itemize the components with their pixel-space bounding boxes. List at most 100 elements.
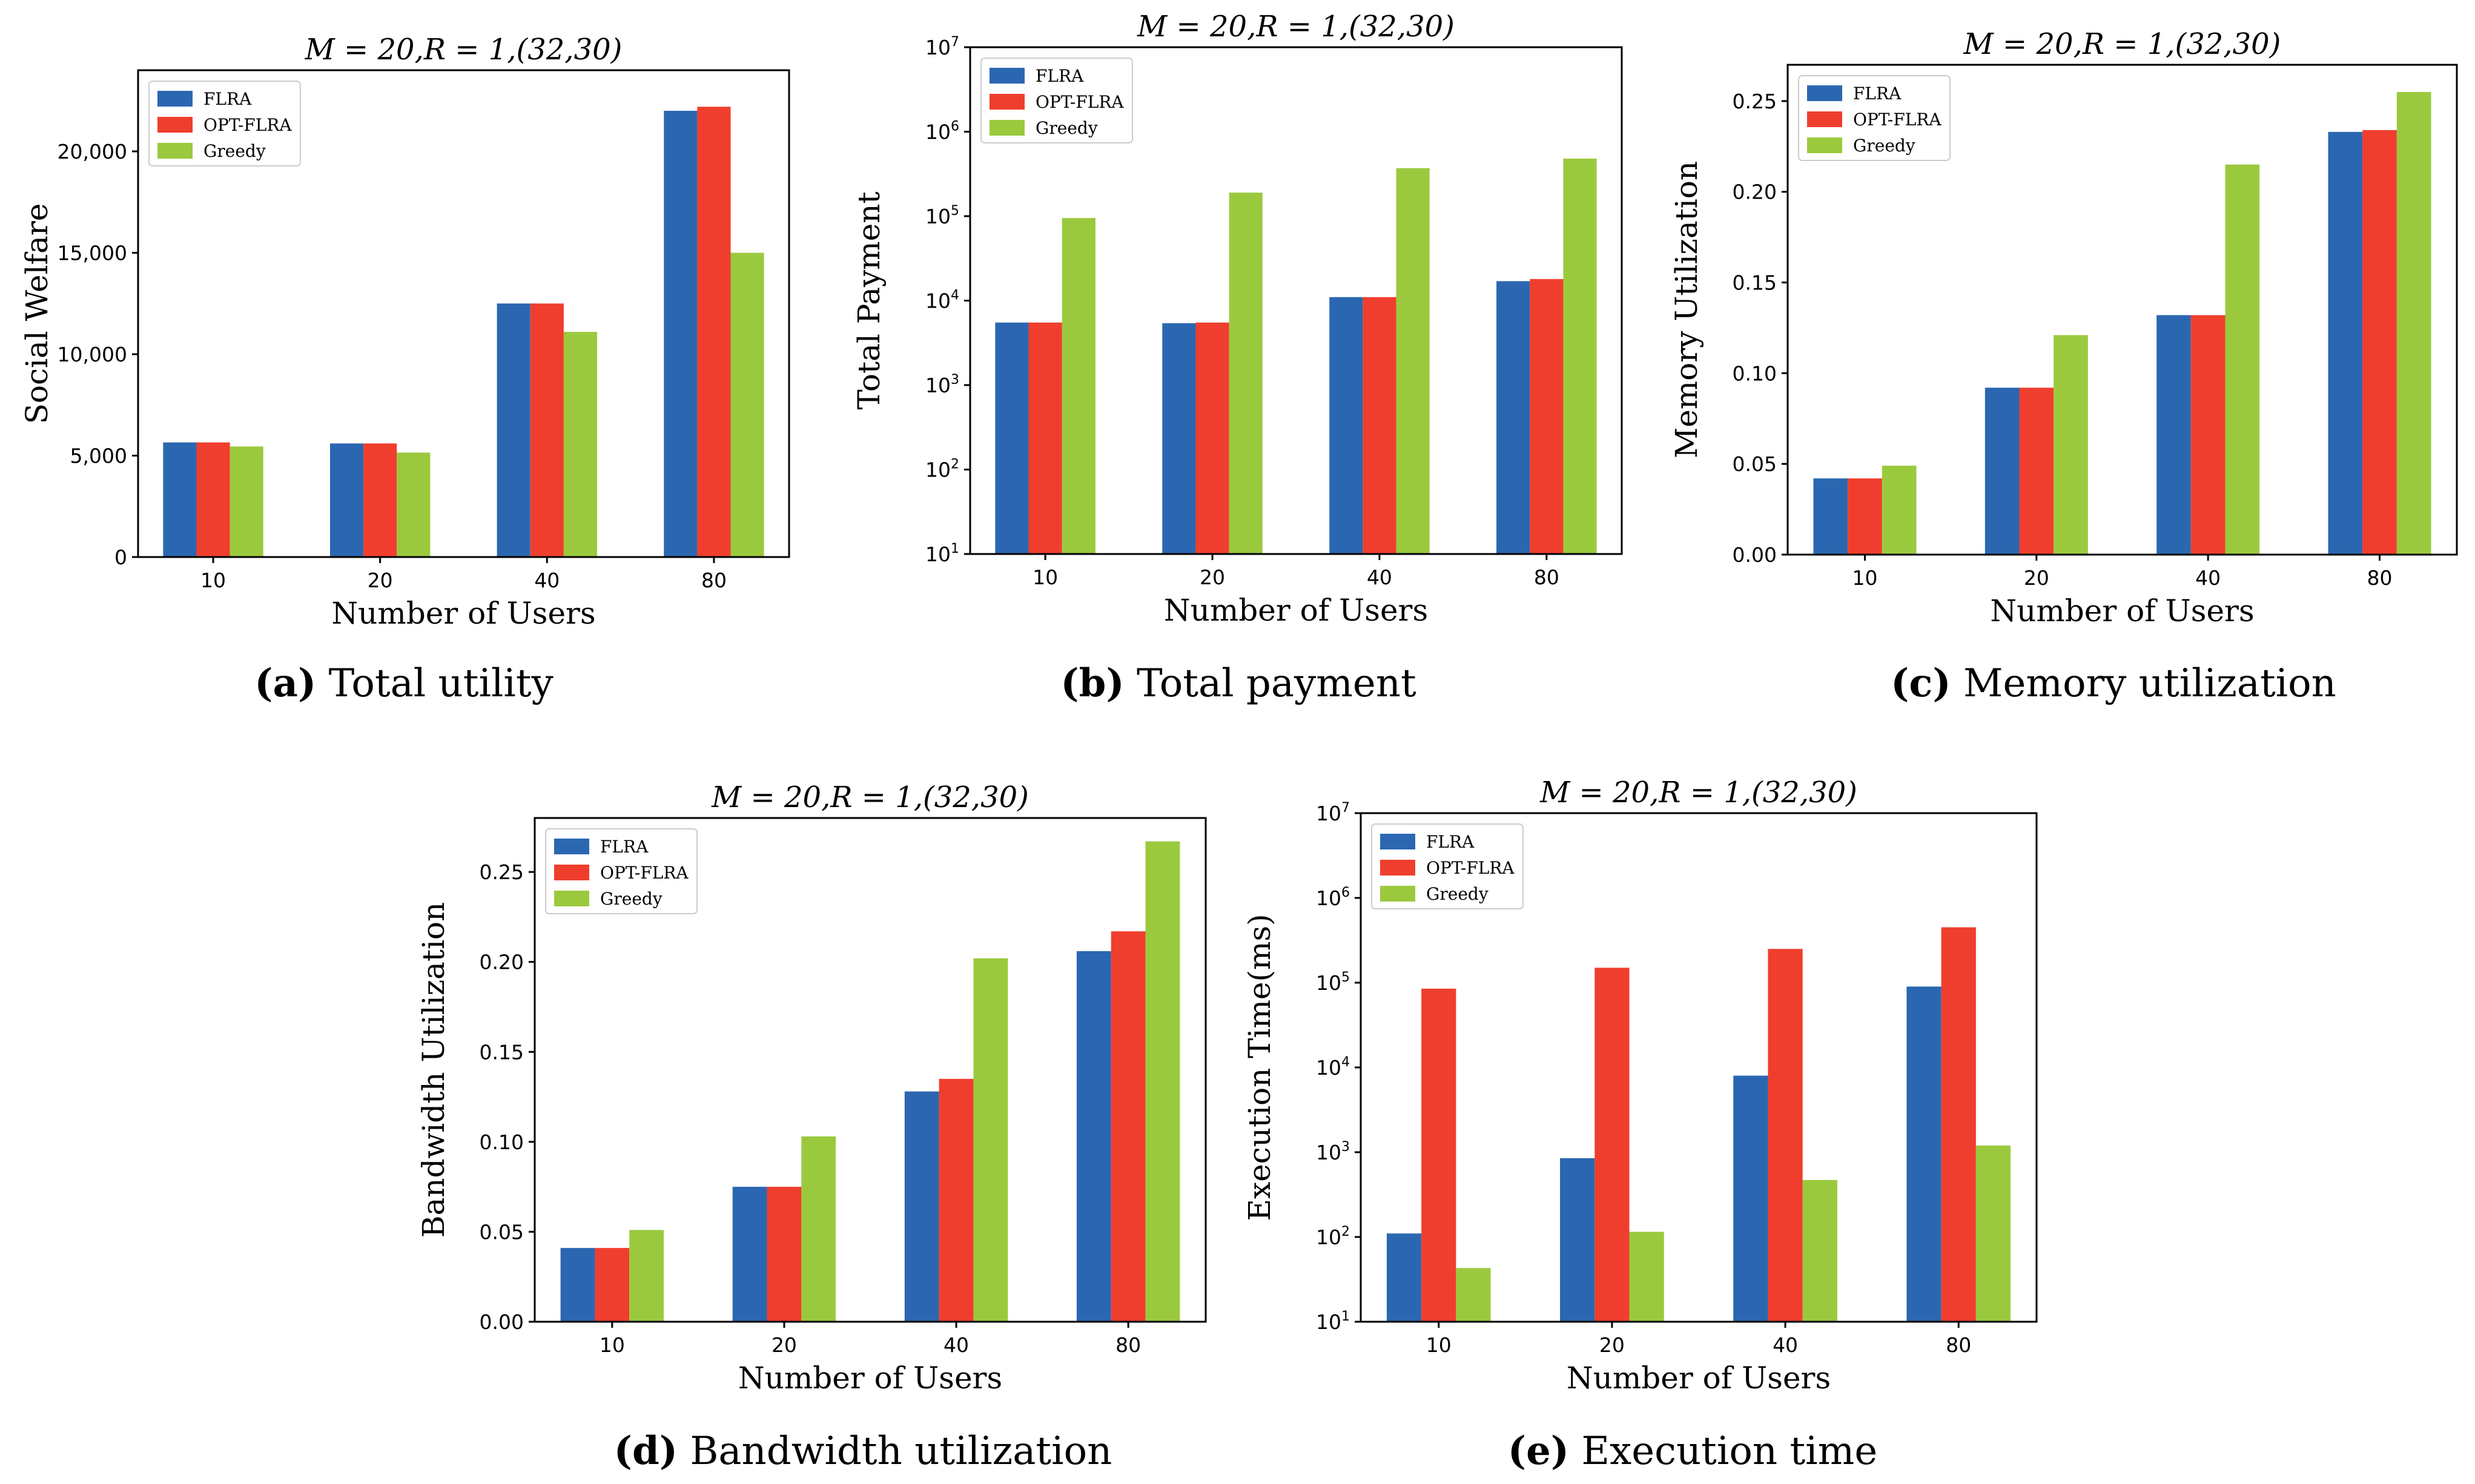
x-axis-label: Number of Users [1990, 593, 2254, 628]
x-tick-label: 40 [1773, 1333, 1798, 1357]
y-tick-base: 10 [925, 374, 951, 397]
legend-swatch-flra [990, 68, 1025, 84]
x-tick-label: 80 [1946, 1333, 1971, 1357]
caption-letter: (a) [254, 661, 316, 706]
bar-flra-20 [732, 1187, 767, 1322]
y-tick-label: 0.05 [480, 1220, 524, 1244]
bar-flra-80 [2328, 131, 2363, 555]
caption-letter: (d) [614, 1428, 678, 1474]
y-tick-label: 0.20 [480, 951, 524, 974]
legend-label: Greedy [600, 889, 663, 909]
caption-text: Total utility [329, 661, 553, 706]
chart-title: M = 20,R = 1,(32,30) [305, 33, 623, 67]
bar-greedy-80 [2396, 91, 2431, 555]
legend-label: FLRA [1036, 66, 1084, 86]
legend-label: Greedy [1426, 884, 1489, 904]
chart-title: M = 20,R = 1,(32,30) [1539, 776, 1857, 810]
y-tick-base: 10 [1316, 802, 1341, 825]
legend-swatch-opt-flra [1807, 111, 1842, 127]
bar-flra-20 [329, 443, 364, 557]
bar-flra-20 [1162, 323, 1196, 554]
x-tick-label: 10 [1033, 566, 1058, 589]
x-axis-label: Number of Users [1567, 1360, 1831, 1396]
legend-swatch-opt-flra [990, 94, 1025, 110]
bar-opt-flra-40 [939, 1078, 974, 1322]
y-tick-label: 106 [1316, 885, 1350, 910]
chart-panel-a: 10 20 40 80 0 5,000 10,000 15,000 20,000 M = 20,R… [19, 33, 790, 706]
x-tick-label: 40 [943, 1333, 969, 1357]
bar-greedy-40 [973, 958, 1008, 1322]
bar-greedy-10 [1456, 1268, 1491, 1322]
legend-swatch-greedy [157, 143, 193, 159]
legend-swatch-greedy [990, 120, 1025, 136]
y-tick-label: 105 [925, 203, 959, 228]
y-tick-label: 103 [925, 372, 959, 397]
legend: FLRA OPT-FLRA Greedy [1798, 75, 1951, 161]
y-tick-base: 10 [1316, 971, 1341, 995]
legend-label: Greedy [203, 141, 266, 161]
bar-greedy-40 [2225, 164, 2260, 555]
y-tick-label: 0.25 [480, 860, 524, 884]
bar-opt-flra-40 [530, 303, 564, 557]
y-tick-base: 10 [1316, 1141, 1341, 1164]
bar-opt-flra-80 [1111, 931, 1146, 1322]
y-tick-base: 10 [925, 36, 951, 59]
y-tick-base: 10 [925, 120, 951, 144]
plot-frame [1786, 64, 2458, 556]
x-tick-label: 20 [2024, 566, 2049, 590]
bar-opt-flra-10 [1421, 988, 1456, 1322]
y-tick-label: 0 [114, 546, 127, 569]
bar-opt-flra-40 [2190, 315, 2226, 555]
legend-swatch-greedy [1380, 886, 1415, 902]
legend-swatch-greedy [554, 891, 589, 906]
legend: FLRA OPT-FLRA Greedy [148, 81, 301, 167]
bar-flra-40 [1329, 297, 1363, 554]
y-tick-exponent: 5 [951, 203, 959, 219]
y-tick-label: 104 [1316, 1055, 1350, 1080]
x-tick-label: 40 [2195, 566, 2221, 590]
x-tick-label: 20 [1599, 1333, 1625, 1357]
legend-swatch-opt-flra [554, 865, 589, 880]
y-tick-label: 5,000 [70, 444, 127, 468]
legend-label: Greedy [1036, 118, 1098, 138]
y-tick-base: 10 [1316, 1225, 1341, 1249]
x-tick-label: 10 [200, 569, 226, 592]
bar-greedy-80 [1975, 1145, 2011, 1322]
y-tick-exponent: 2 [951, 457, 959, 472]
bar-greedy-20 [801, 1136, 836, 1322]
y-tick-label: 0.05 [1733, 452, 1777, 476]
bar-opt-flra-20 [1195, 322, 1229, 554]
caption-letter: (e) [1508, 1428, 1569, 1474]
bar-greedy-40 [1802, 1179, 1837, 1322]
y-tick-exponent: 1 [951, 541, 959, 556]
legend-label: FLRA [203, 89, 252, 109]
x-tick-label: 20 [1200, 566, 1225, 589]
bar-greedy-20 [2054, 335, 2088, 555]
y-tick-label: 101 [1316, 1309, 1350, 1334]
bar-flra-10 [163, 442, 197, 557]
y-tick-exponent: 4 [951, 288, 959, 303]
y-tick-label: 105 [1316, 970, 1350, 995]
y-tick-base: 10 [925, 289, 951, 313]
y-axis-label: Memory Utilization [1669, 161, 1704, 458]
legend: FLRA OPT-FLRA Greedy [980, 58, 1133, 143]
y-tick-base: 10 [925, 542, 951, 566]
y-tick-exponent: 3 [951, 372, 959, 387]
legend-swatch-flra [554, 839, 589, 854]
x-tick-label: 20 [772, 1333, 797, 1357]
bar-flra-10 [560, 1248, 595, 1322]
y-tick-label: 103 [1316, 1139, 1350, 1164]
y-tick-label: 0.15 [480, 1040, 524, 1064]
x-tick-label: 20 [368, 569, 393, 592]
bar-opt-flra-40 [1768, 949, 1803, 1322]
legend-swatch-flra [1380, 834, 1415, 849]
bar-flra-80 [664, 111, 698, 557]
caption-letter: (c) [1891, 661, 1951, 706]
x-tick-label: 80 [701, 569, 727, 592]
bar-opt-flra-80 [697, 107, 731, 558]
legend: FLRA OPT-FLRA Greedy [545, 828, 698, 914]
x-axis-label: Number of Users [738, 1360, 1002, 1396]
x-tick-label: 10 [1426, 1333, 1452, 1357]
